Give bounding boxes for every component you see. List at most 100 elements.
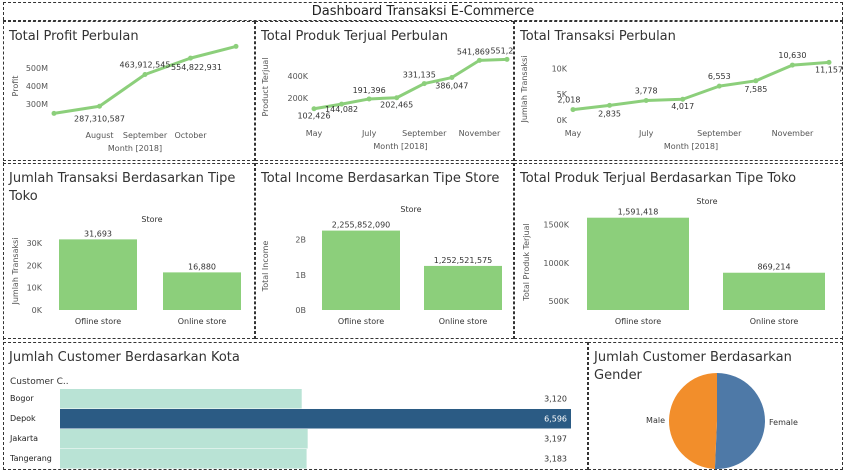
panel-produk-tipe: Total Produk Terjual Berdasarkan Tipe To… [514, 163, 843, 339]
panel-gender: Jumlah Customer Berdasarkan Gender Femal… [588, 342, 843, 470]
x-tick-label: July [361, 129, 377, 138]
pie-slice [714, 373, 765, 469]
data-point [476, 57, 482, 63]
y-tick-label: 5K [557, 90, 568, 99]
panel-title: Total Transaksi Perbulan [520, 29, 676, 44]
data-point [789, 62, 795, 68]
data-label: 191,396 [353, 86, 386, 95]
bar-value-label: 1,252,521,575 [434, 256, 493, 265]
bar-value-label: 3,120 [544, 395, 567, 404]
data-point [366, 96, 372, 102]
income-tipe-bar-chart[interactable]: Store 0B 1B 2B Total Income 2,255,852,090 Ofli… [256, 164, 515, 340]
transaksi-line-chart[interactable]: 0K 5K 10K May July September November Month [20… [515, 22, 844, 162]
bar-value-label: 3,183 [544, 455, 567, 464]
panel-transaksi: Total Transaksi Perbulan 0K 5K 10K May July S… [514, 21, 843, 161]
profit-line-chart[interactable]: 300M 400M 500M August September October Month … [4, 22, 256, 162]
x-tick-label: August [86, 131, 114, 140]
category-label: Jakarta [9, 434, 38, 443]
y-tick-label: 300M [26, 100, 48, 109]
trx-tipe-bar-chart[interactable]: Store 0K 10K 20K 30K Jumlah Transaksi 31,693 Of… [4, 164, 256, 340]
category-label: Online store [178, 317, 227, 326]
data-point [607, 102, 613, 108]
y-axis-title: Product Terjual [261, 57, 270, 116]
kota-header: Customer C.. [10, 377, 69, 387]
data-point [716, 83, 722, 89]
category-label: Bogor [10, 394, 34, 403]
x-tick-label: July [638, 129, 654, 138]
y-tick-label: 1000K [543, 259, 569, 268]
data-label: 6,553 [708, 72, 731, 81]
data-label: 331,135 [403, 71, 436, 80]
data-label: 386,047 [435, 82, 468, 91]
y-axis-title: Jumlah Transaksi [11, 237, 20, 305]
data-point [753, 78, 759, 84]
produk-tipe-bar-chart[interactable]: Store 500K 1000K 1500K Total Produk Terjual 1… [515, 164, 844, 340]
data-label: 7,585 [744, 85, 767, 94]
bar [163, 272, 241, 310]
panel-title: Jumlah Customer Berdasarkan Kota [9, 350, 240, 365]
chart-header: Store [400, 205, 421, 214]
bar-value-label: 2,255,852,090 [332, 221, 391, 230]
data-label: 541,869 [457, 47, 490, 56]
data-point [311, 106, 317, 112]
produk-line-chart[interactable]: 200K 400K May July September November Month [2… [256, 22, 524, 162]
y-tick-label: 0B [295, 306, 306, 315]
data-point [680, 96, 686, 102]
bar-value-label: 1,591,418 [618, 208, 659, 217]
bar-value-label: 3,197 [544, 435, 567, 444]
data-label: 144,082 [325, 105, 358, 114]
kota-bar-chart[interactable]: Bogor 3,120 Depok 6,596 Jakarta 3,197 Tangeran… [4, 343, 589, 471]
gender-pie-chart[interactable]: Female Male [589, 343, 844, 471]
category-label: Ofline store [75, 317, 121, 326]
dashboard-title: Dashboard Transaksi E-Commerce [3, 3, 843, 21]
x-tick-label: September [697, 129, 742, 138]
data-label: 551,213 [490, 46, 523, 55]
category-label: Tangerang [9, 454, 52, 463]
data-label: 554,822,931 [171, 63, 222, 72]
data-point [97, 103, 102, 109]
data-point [643, 97, 649, 103]
data-point [233, 43, 239, 49]
y-tick-label: 400M [26, 82, 48, 91]
category-label: Online store [439, 317, 488, 326]
data-label: 2,835 [598, 109, 621, 118]
x-tick-label: September [123, 131, 168, 140]
bar-value-label: 869,214 [757, 263, 790, 272]
bar [587, 217, 689, 310]
x-tick-label: November [772, 129, 814, 138]
panel-title: Total Income Berdasarkan Tipe Store [261, 171, 500, 186]
panel-title: Total Produk Terjual Perbulan [261, 29, 448, 44]
panel-title: Jumlah Transaksi Berdasarkan Tipe Toko [9, 171, 236, 204]
y-tick-label: 2B [295, 236, 306, 245]
x-tick-label: October [174, 131, 207, 140]
y-tick-label: 1500K [543, 221, 569, 230]
category-label: Depok [10, 414, 36, 423]
panel-title: Total Produk Terjual Berdasarkan Tipe To… [520, 171, 797, 186]
panel-income-tipe: Total Income Berdasarkan Tipe Store Stor… [255, 163, 514, 339]
chart-header: Store [696, 197, 717, 206]
panel-produk: Total Produk Terjual Perbulan 200K 400K Ma… [255, 21, 524, 162]
category-label: Ofline store [338, 317, 384, 326]
y-tick-label: 200K [287, 94, 308, 103]
bar [60, 429, 308, 449]
data-label: 3,778 [635, 86, 658, 95]
bar [60, 449, 307, 469]
series-line [53, 44, 237, 115]
y-tick-label: 20K [27, 261, 43, 270]
y-tick-label: 500K [548, 297, 569, 306]
pie-label: Female [769, 418, 798, 427]
category-label: Online store [750, 317, 799, 326]
y-axis-title: Jumlah Transaksi [520, 55, 529, 123]
data-point [51, 110, 57, 116]
data-label: 11,157 [815, 65, 843, 74]
y-axis-title: Total Income [261, 241, 270, 293]
panel-title: Total Profit Perbulan [9, 29, 139, 44]
y-tick-label: 10K [552, 64, 568, 73]
y-axis-title: Total Produk Terjual [522, 223, 531, 301]
panel-profit: Total Profit Perbulan 300M 400M 500M August… [3, 21, 255, 161]
data-point [504, 56, 510, 62]
data-point [339, 101, 345, 107]
x-tick-label: May [306, 129, 323, 138]
bar-value-label: 6,596 [544, 415, 567, 424]
y-axis-title: Profit [11, 76, 20, 97]
